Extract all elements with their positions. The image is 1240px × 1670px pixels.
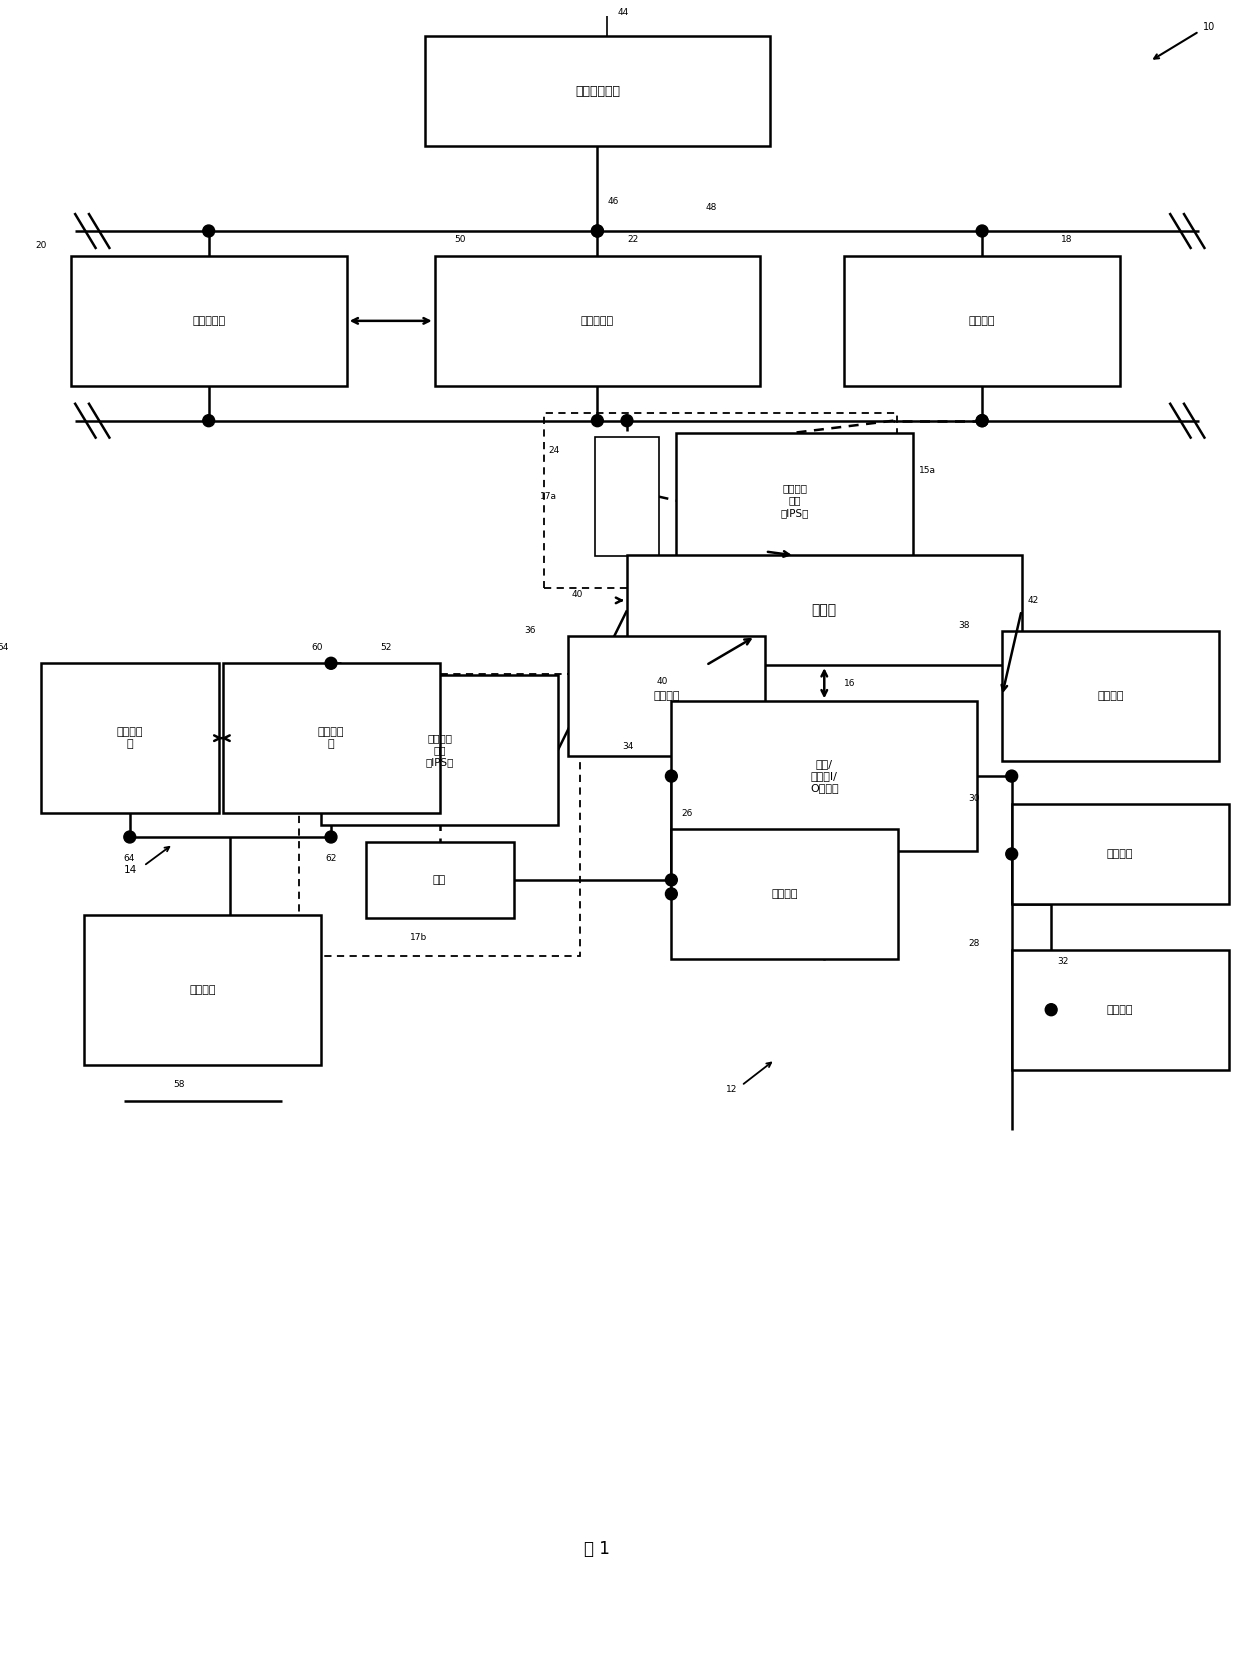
Circle shape [325, 658, 337, 670]
Text: 现场设备: 现场设备 [1097, 691, 1123, 701]
Circle shape [325, 832, 337, 843]
Circle shape [203, 414, 215, 426]
Text: 现场设备: 现场设备 [190, 985, 216, 995]
Text: 入侵防御
系统
（IPS）: 入侵防御 系统 （IPS） [425, 733, 454, 768]
Text: 逻辑求解
器: 逻辑求解 器 [117, 726, 143, 750]
Text: 28: 28 [968, 939, 980, 949]
Text: 现场设备: 现场设备 [771, 888, 799, 898]
Bar [434, 256, 760, 386]
Text: 开关: 开关 [433, 875, 446, 885]
Text: 34: 34 [622, 741, 634, 750]
Circle shape [591, 225, 604, 237]
Bar [321, 675, 558, 825]
Text: 12: 12 [725, 1086, 737, 1094]
Bar [627, 556, 1022, 665]
Bar [84, 915, 321, 1064]
Text: 10: 10 [1203, 22, 1215, 32]
Text: 20: 20 [35, 242, 46, 250]
Text: 42: 42 [1028, 596, 1039, 605]
Text: 动态应用站: 动态应用站 [192, 316, 226, 326]
Text: 60: 60 [311, 643, 322, 651]
Text: 38: 38 [959, 621, 970, 630]
Bar [1012, 950, 1229, 1069]
Text: 62: 62 [325, 855, 336, 863]
Text: 现场设备: 现场设备 [1107, 1005, 1133, 1015]
Text: 50: 50 [454, 235, 466, 244]
Text: 17b: 17b [410, 934, 428, 942]
Text: 32: 32 [1056, 957, 1069, 967]
Text: 48: 48 [706, 202, 717, 212]
Text: 备用应用站: 备用应用站 [580, 316, 614, 326]
Text: 22: 22 [627, 235, 639, 244]
Text: 输入/
输出（I/
O）设备: 输入/ 输出（I/ O）设备 [810, 758, 838, 793]
Circle shape [124, 832, 135, 843]
Text: 46: 46 [608, 197, 619, 205]
Text: 现场设备: 现场设备 [653, 691, 680, 701]
Bar [844, 256, 1120, 386]
Bar [676, 433, 913, 568]
Circle shape [666, 770, 677, 782]
Bar [222, 663, 439, 813]
Text: 24: 24 [548, 446, 559, 456]
Text: 控制器: 控制器 [812, 603, 837, 618]
Text: 远程操作员站: 远程操作员站 [575, 85, 620, 99]
Circle shape [976, 414, 988, 426]
Text: 40: 40 [572, 590, 583, 600]
Bar [671, 828, 898, 959]
Text: 36: 36 [525, 626, 536, 635]
Circle shape [1006, 770, 1018, 782]
Text: 15a: 15a [919, 466, 936, 474]
Text: 16: 16 [844, 678, 856, 688]
Circle shape [976, 414, 988, 426]
Circle shape [976, 225, 988, 237]
Text: 逻辑求解
器: 逻辑求解 器 [317, 726, 345, 750]
Bar [544, 412, 898, 588]
Text: 14: 14 [124, 865, 138, 875]
Text: 现场设备: 现场设备 [1107, 848, 1133, 858]
Text: 54: 54 [0, 643, 9, 651]
Bar [299, 673, 579, 957]
Bar [671, 701, 977, 852]
Bar [425, 37, 770, 147]
Bar [366, 842, 513, 918]
Circle shape [666, 888, 677, 900]
Text: 17a: 17a [541, 493, 557, 501]
Bar [71, 256, 347, 386]
Bar [568, 636, 765, 757]
Text: 30: 30 [968, 793, 980, 803]
Circle shape [591, 225, 604, 237]
Circle shape [591, 414, 604, 426]
Text: 操作员站: 操作员站 [968, 316, 996, 326]
Bar [41, 663, 218, 813]
Text: 入侵防御
系统
（IPS）: 入侵防御 系统 （IPS） [780, 483, 808, 518]
Text: 18: 18 [1061, 235, 1073, 244]
Circle shape [666, 873, 677, 885]
Text: 40: 40 [656, 676, 668, 686]
Bar [1002, 631, 1219, 762]
Text: 64: 64 [124, 855, 135, 863]
Circle shape [1045, 1004, 1056, 1015]
Text: 图 1: 图 1 [584, 1540, 610, 1558]
Bar [1012, 803, 1229, 903]
Text: 52: 52 [381, 643, 392, 651]
Text: 15b: 15b [281, 665, 299, 673]
Bar [595, 436, 658, 556]
Text: 58: 58 [174, 1080, 185, 1089]
Circle shape [203, 225, 215, 237]
Text: 26: 26 [681, 808, 693, 818]
Circle shape [621, 414, 632, 426]
Text: 44: 44 [618, 8, 629, 17]
Circle shape [1006, 848, 1018, 860]
